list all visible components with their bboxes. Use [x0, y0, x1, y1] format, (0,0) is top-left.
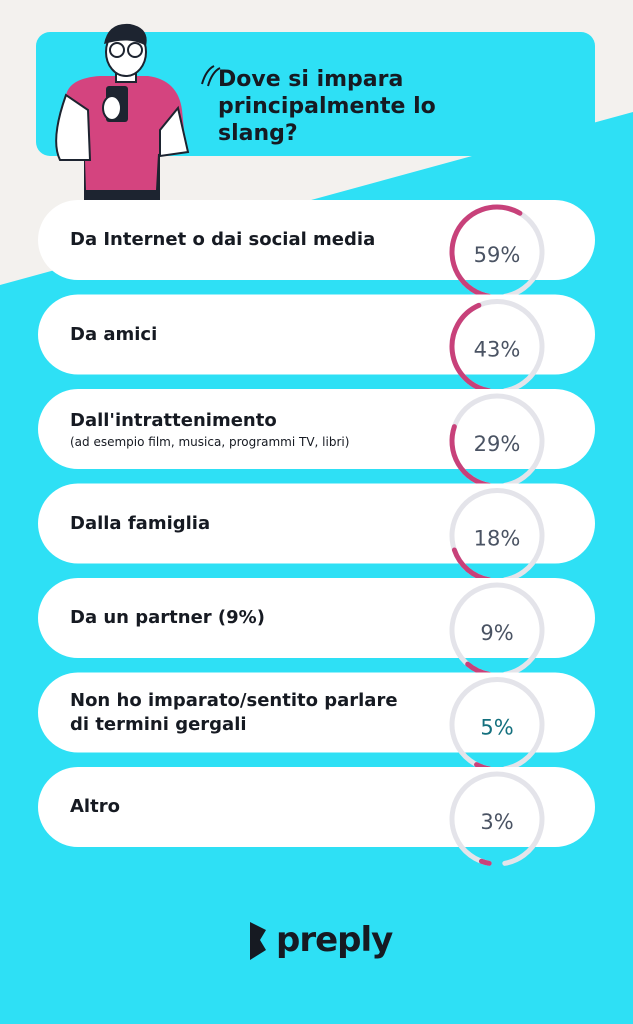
category-label: Da amici [70, 323, 158, 345]
brand-logo [250, 922, 266, 960]
value-label: 9% [480, 621, 513, 645]
category-label: Altro [70, 796, 120, 817]
gauge-arc [449, 204, 523, 299]
row-card [38, 672, 595, 753]
chart-title: Dove si impara principalmente lo slang? [218, 67, 436, 146]
illustration [55, 23, 190, 200]
row-card [38, 389, 595, 469]
row-card [38, 294, 595, 375]
value-label: 5% [480, 716, 513, 740]
gauges: 59% 43% 29% 18% 9% 5% 3% [38, 200, 595, 866]
category-label: Da un partner (9%) [70, 607, 265, 628]
gauge-arc [478, 858, 492, 866]
value-label: 29% [474, 432, 521, 456]
gauge-arc [449, 424, 492, 488]
value-label: 18% [474, 527, 521, 551]
value-label: 59% [474, 243, 521, 267]
gauge-track [449, 771, 545, 866]
row-card [38, 767, 595, 847]
gauge-track [449, 582, 545, 677]
category-label: Da Internet o dai social media [70, 229, 376, 250]
value-label: 43% [474, 338, 521, 362]
value-label: 3% [480, 810, 513, 834]
category-label: Dall'intrattenimento [70, 410, 277, 431]
brand-name: preply [276, 920, 393, 960]
category-note: (ad esempio film, musica, programmi TV, … [70, 435, 350, 449]
gauge-arc [449, 302, 492, 394]
row-card [38, 578, 595, 658]
title-decoration [201, 65, 221, 87]
category-label: Dalla famiglia [70, 512, 211, 534]
row-card [38, 200, 595, 280]
gauge-track [449, 677, 545, 772]
row-card [38, 483, 595, 564]
category-label: Non ho imparato/sentito parlare di termi… [70, 689, 398, 735]
